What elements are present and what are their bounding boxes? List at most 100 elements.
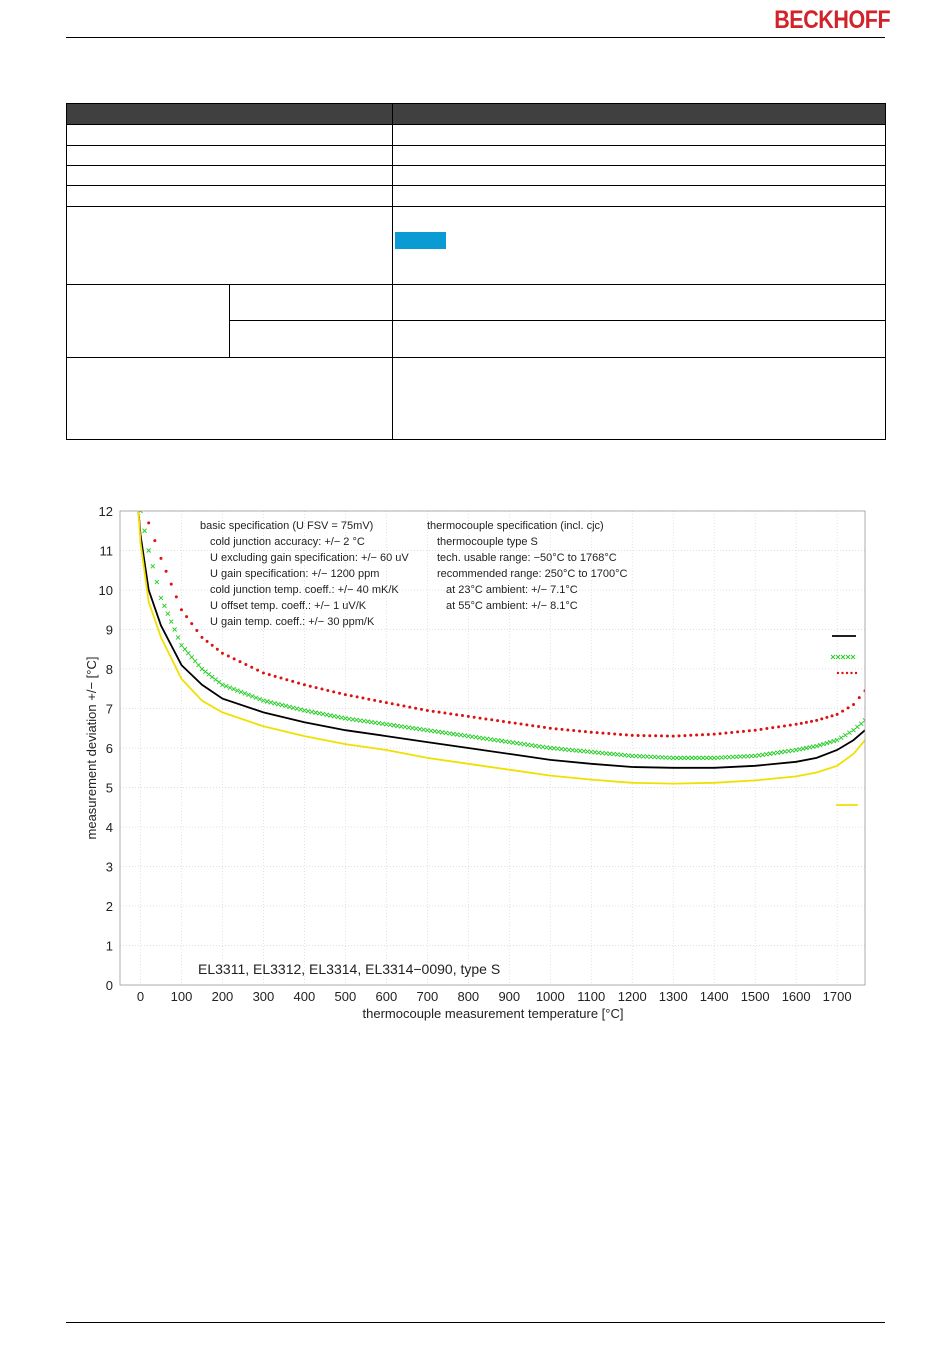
series-point — [846, 706, 850, 710]
footer-rule — [66, 1322, 885, 1323]
series-point — [551, 746, 557, 751]
series-point — [518, 741, 523, 747]
x-tick-label: 1000 — [536, 989, 565, 1004]
series-point — [490, 718, 494, 722]
series-point — [305, 708, 311, 714]
series-point — [674, 755, 680, 761]
legend-swatch-cross — [830, 654, 836, 660]
series-point — [308, 684, 312, 688]
series-point — [168, 619, 174, 624]
series-point — [314, 686, 318, 690]
series-point — [264, 699, 270, 704]
series-point — [496, 719, 500, 723]
legend-swatch-cross — [835, 654, 841, 660]
series-point — [164, 569, 168, 573]
series-point — [425, 727, 430, 733]
series-point — [600, 750, 605, 756]
series-point — [700, 733, 704, 737]
series-point — [192, 658, 198, 664]
table-cell — [66, 357, 393, 440]
series-point — [256, 668, 260, 672]
series-point — [671, 734, 675, 738]
series-point — [189, 654, 195, 660]
series-point — [736, 730, 740, 734]
series-point — [507, 720, 511, 724]
series-point — [316, 711, 322, 716]
series-point — [752, 753, 758, 759]
curves — [137, 511, 865, 785]
series-point — [542, 725, 546, 729]
x-axis-label: thermocouple measurement temperature [°C… — [363, 1006, 624, 1021]
series-point — [447, 731, 453, 736]
series-point — [443, 730, 449, 736]
table-cell — [228, 320, 393, 358]
series-point — [531, 724, 535, 728]
series-crosses — [138, 511, 865, 761]
series-point — [712, 732, 716, 736]
series-point — [695, 733, 699, 737]
series-point — [414, 706, 418, 710]
series-point — [810, 719, 814, 723]
series-point — [619, 732, 623, 736]
series-point — [179, 608, 183, 612]
series-point — [190, 622, 194, 626]
series-point — [231, 686, 236, 692]
table-header-cell — [391, 103, 887, 125]
series-point — [540, 744, 546, 750]
spec-left-line: U gain temp. coeff.: +/− 30 ppm/K — [210, 616, 375, 628]
series-point — [343, 693, 347, 697]
series-point — [765, 727, 769, 731]
legend-swatch-cross — [840, 654, 846, 660]
deviation-chart: 0 100 200 300 400 500 600 700 800 900 1000 1100 1200… — [84, 504, 866, 1021]
series-point — [566, 728, 570, 732]
chart-annotation: EL3311, EL3312, EL3314, EL3314−0090, typ… — [198, 961, 500, 977]
series-point — [335, 714, 341, 720]
series-point — [588, 749, 594, 755]
series-point — [238, 689, 244, 695]
series-point — [843, 732, 848, 738]
series-point — [618, 752, 624, 758]
series-point — [396, 703, 400, 707]
series-point — [209, 674, 215, 680]
plot-frame — [119, 510, 866, 986]
series-point — [677, 734, 681, 738]
series-point — [706, 732, 710, 736]
series-point — [302, 683, 306, 687]
series-point — [759, 727, 763, 731]
series-point — [577, 748, 583, 754]
series-point — [249, 693, 255, 699]
series-point — [715, 755, 721, 761]
table-cell — [391, 145, 887, 166]
series-point — [790, 748, 795, 753]
series-point — [704, 755, 710, 761]
series-point — [607, 732, 611, 736]
series-point — [581, 748, 587, 754]
series-point — [817, 742, 823, 748]
brand-logo: BECKHOFF — [774, 6, 891, 34]
legend-swatch-cross — [845, 654, 851, 660]
series-point — [213, 677, 218, 682]
series-point — [462, 733, 467, 738]
spec-right-line: thermocouple type S — [437, 536, 538, 548]
series-point — [153, 539, 157, 543]
series-point — [624, 733, 628, 737]
series-point — [472, 715, 476, 719]
series-point — [276, 701, 281, 707]
series-point — [484, 717, 488, 721]
spec-left-line: cold junction temp. coeff.: +/− 40 mK/K — [210, 584, 399, 596]
spec-left-line: U excluding gain specification: +/− 60 u… — [210, 552, 409, 564]
series-point — [711, 755, 717, 761]
series-point — [391, 723, 397, 728]
series-point — [294, 706, 300, 711]
series-point — [320, 687, 324, 691]
series-point — [741, 729, 745, 733]
x-tick-label: 200 — [212, 989, 234, 1004]
series-point — [596, 750, 602, 755]
series-point — [376, 720, 382, 726]
series-point — [478, 716, 482, 720]
series-point — [613, 732, 617, 736]
series-point — [615, 752, 620, 757]
series-point — [560, 727, 564, 731]
series-point — [313, 710, 318, 715]
x-tick-label: 800 — [457, 989, 479, 1004]
